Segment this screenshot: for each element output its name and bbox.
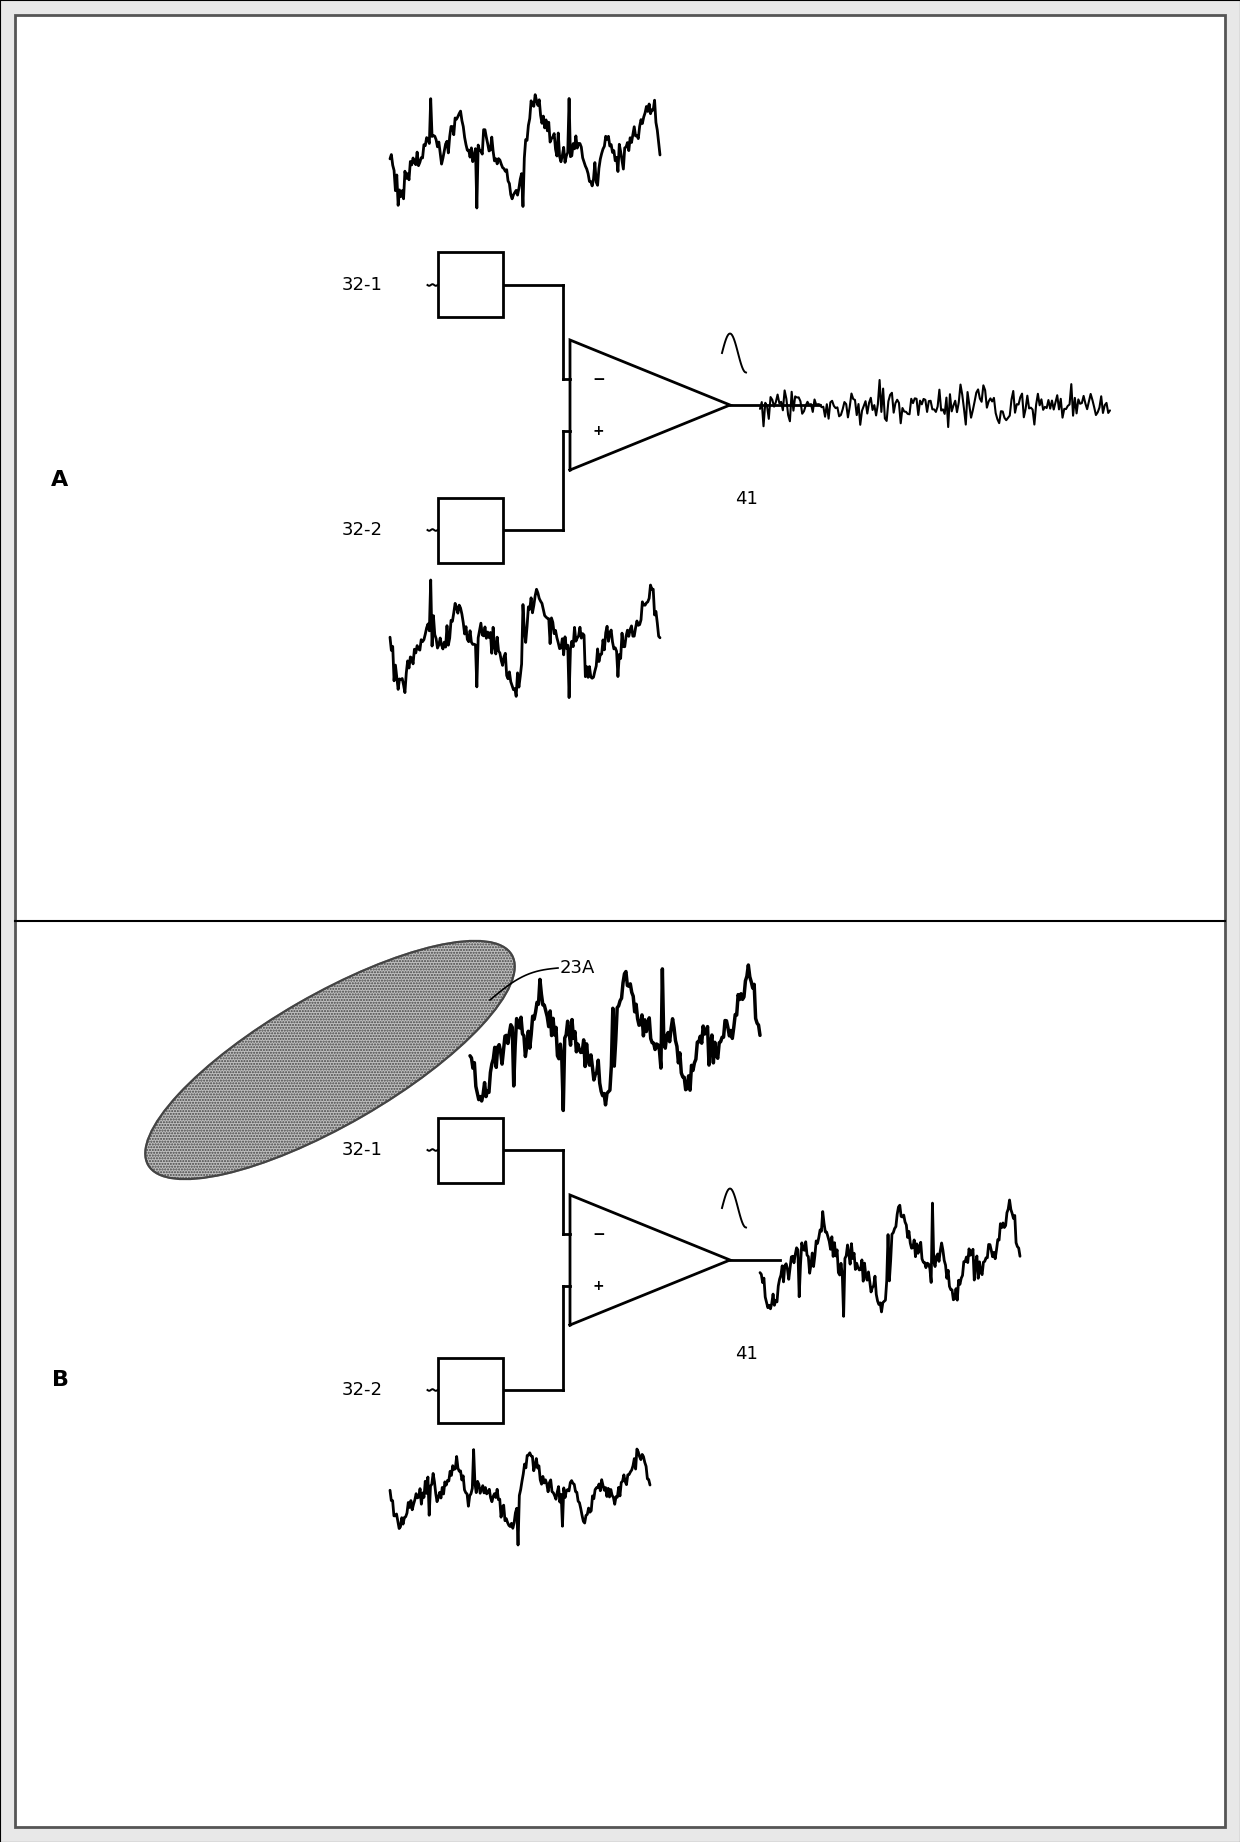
Text: +: + [593,424,605,438]
Text: 32-1: 32-1 [342,1140,382,1159]
Text: 32-2: 32-2 [341,521,382,540]
Bar [438,1358,502,1422]
Bar [438,497,502,562]
Text: 41: 41 [735,1345,758,1363]
Bar [438,1118,502,1183]
Text: −: − [593,1227,605,1242]
Text: B: B [52,1370,68,1391]
Text: 32-2: 32-2 [341,1382,382,1400]
Text: 32-1: 32-1 [342,276,382,295]
Text: 41: 41 [735,490,758,508]
Ellipse shape [145,941,515,1179]
Text: A: A [51,470,68,490]
Text: −: − [593,372,605,387]
Bar [438,252,502,317]
Text: +: + [593,1278,605,1293]
Text: 23A: 23A [560,960,595,976]
